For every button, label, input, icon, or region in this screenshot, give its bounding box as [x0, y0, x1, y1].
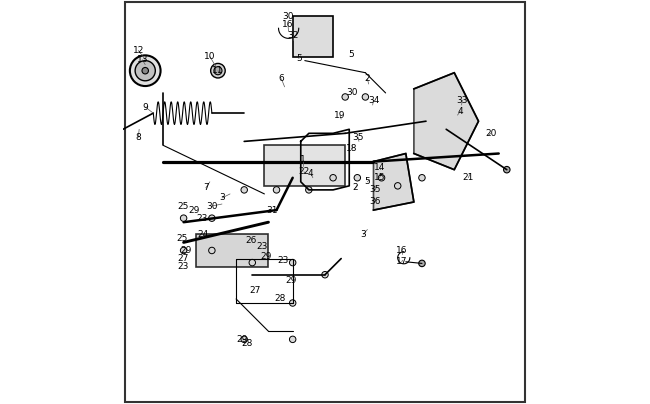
- Text: 12: 12: [133, 46, 144, 55]
- Circle shape: [330, 175, 336, 181]
- Circle shape: [130, 55, 161, 86]
- Text: 3: 3: [219, 194, 225, 202]
- Text: 9: 9: [142, 103, 148, 112]
- Circle shape: [209, 215, 215, 221]
- Text: 23: 23: [177, 262, 188, 271]
- Circle shape: [504, 166, 510, 173]
- Text: 27: 27: [177, 254, 188, 263]
- Text: 5: 5: [296, 54, 302, 63]
- Text: 7: 7: [203, 183, 209, 192]
- Polygon shape: [374, 154, 414, 210]
- Text: 10: 10: [204, 52, 216, 61]
- Text: 29: 29: [188, 206, 200, 215]
- Circle shape: [180, 215, 187, 221]
- Text: 27: 27: [250, 286, 261, 295]
- Text: 16: 16: [282, 20, 294, 29]
- Bar: [196, 234, 268, 267]
- Text: 31: 31: [266, 206, 278, 215]
- Circle shape: [362, 94, 369, 100]
- Circle shape: [241, 336, 248, 343]
- Text: 4: 4: [308, 169, 314, 178]
- Text: 6: 6: [278, 74, 284, 83]
- Circle shape: [273, 187, 280, 193]
- Text: 25: 25: [177, 202, 188, 210]
- Text: 8: 8: [135, 133, 141, 142]
- Circle shape: [419, 260, 425, 267]
- Text: 23: 23: [196, 214, 207, 223]
- Text: 13: 13: [136, 55, 148, 64]
- Bar: [292, 16, 333, 57]
- Text: 32: 32: [287, 31, 298, 40]
- Text: 21: 21: [463, 173, 474, 182]
- Text: 2: 2: [365, 74, 370, 83]
- Text: 3: 3: [361, 230, 366, 239]
- Text: 29: 29: [180, 246, 191, 255]
- Circle shape: [289, 259, 296, 266]
- Text: 17: 17: [396, 257, 408, 266]
- Text: 30: 30: [206, 202, 218, 210]
- Text: 26: 26: [246, 236, 257, 245]
- Circle shape: [214, 67, 222, 75]
- Circle shape: [142, 67, 148, 74]
- Text: 34: 34: [368, 96, 379, 105]
- Text: 36: 36: [370, 197, 382, 206]
- Text: 29: 29: [261, 252, 272, 261]
- Circle shape: [241, 187, 248, 193]
- Text: 22: 22: [298, 167, 309, 176]
- Text: 15: 15: [374, 173, 385, 182]
- Text: 5: 5: [365, 177, 370, 186]
- Circle shape: [419, 175, 425, 181]
- Circle shape: [135, 61, 155, 81]
- Text: 24: 24: [198, 230, 209, 239]
- Circle shape: [378, 175, 385, 181]
- Circle shape: [289, 300, 296, 306]
- Text: 18: 18: [346, 144, 358, 153]
- Text: 2: 2: [352, 183, 358, 192]
- Text: 5: 5: [348, 50, 354, 59]
- Text: 14: 14: [374, 163, 385, 172]
- Text: 33: 33: [456, 96, 468, 105]
- Text: 28: 28: [242, 339, 253, 348]
- Text: 23: 23: [257, 242, 268, 251]
- Circle shape: [322, 271, 328, 278]
- Circle shape: [180, 247, 187, 254]
- Circle shape: [209, 247, 215, 254]
- Text: 35: 35: [352, 133, 364, 142]
- Text: 29: 29: [237, 335, 248, 344]
- Text: 30: 30: [282, 12, 294, 21]
- Text: 11: 11: [212, 66, 224, 75]
- Circle shape: [249, 259, 255, 266]
- Polygon shape: [414, 73, 478, 170]
- Text: 35: 35: [370, 185, 382, 194]
- Circle shape: [354, 175, 361, 181]
- Circle shape: [342, 94, 348, 100]
- Text: 29: 29: [285, 276, 296, 285]
- Circle shape: [289, 336, 296, 343]
- Circle shape: [211, 63, 225, 78]
- Text: 23: 23: [277, 256, 288, 265]
- Circle shape: [395, 183, 401, 189]
- Text: 4: 4: [458, 107, 463, 116]
- Circle shape: [306, 187, 312, 193]
- Text: 16: 16: [396, 246, 408, 255]
- Text: 1: 1: [300, 155, 306, 164]
- Text: 25: 25: [176, 234, 187, 243]
- Bar: [265, 145, 345, 186]
- Text: 30: 30: [346, 88, 358, 97]
- Text: 20: 20: [485, 129, 497, 138]
- Text: 19: 19: [334, 111, 346, 120]
- Text: 28: 28: [274, 295, 285, 303]
